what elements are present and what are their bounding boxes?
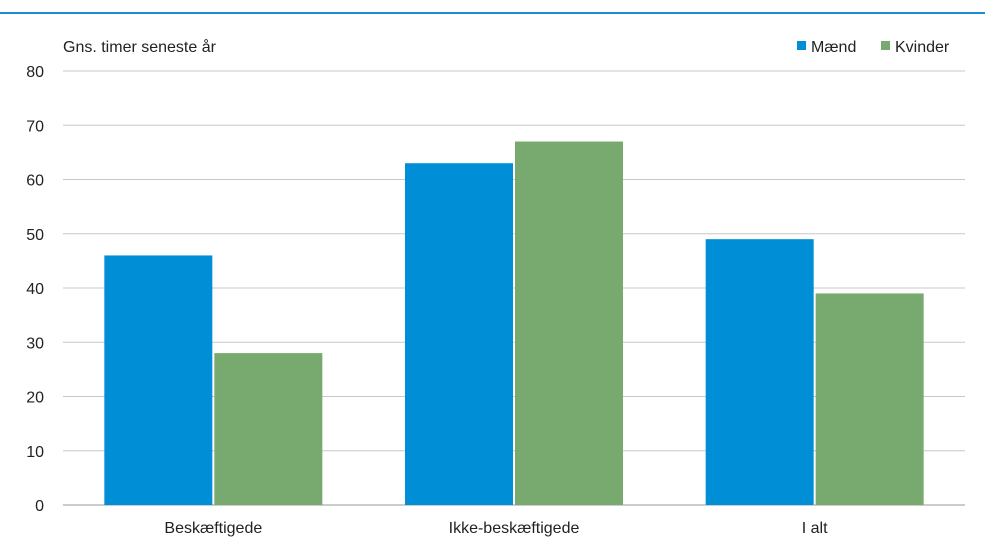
- y-axis-tick-labels: 0 10 20 30 40 50 60 70 80: [26, 64, 44, 515]
- bar-maend-2: [705, 239, 814, 506]
- y-tick-label: 30: [26, 335, 44, 352]
- y-tick-label: 40: [26, 281, 44, 298]
- y-tick-label: 50: [26, 227, 44, 244]
- legend-label-kvinder: Kvinder: [895, 39, 950, 56]
- bar-maend-0: [104, 255, 213, 505]
- x-tick-label: Beskæftigede: [164, 520, 262, 537]
- y-tick-label: 70: [26, 118, 44, 135]
- y-tick-label: 0: [35, 498, 44, 515]
- y-tick-label: 10: [26, 444, 44, 461]
- x-tick-label: Ikke-beskæftigede: [449, 520, 580, 537]
- gridlines: [63, 70, 965, 506]
- y-tick-label: 60: [26, 173, 44, 190]
- bar-kvinder-0: [214, 353, 323, 505]
- legend: Mænd Kvinder: [797, 39, 950, 56]
- bar-kvinder-1: [515, 141, 623, 505]
- x-axis-tick-labels: Beskæftigede Ikke-beskæftigede I alt: [164, 520, 828, 537]
- y-tick-label: 20: [26, 390, 44, 407]
- legend-label-maend: Mænd: [811, 39, 856, 56]
- bar-maend-1: [405, 163, 513, 505]
- legend-swatch-maend: [797, 41, 806, 50]
- y-axis-title: Gns. timer seneste år: [63, 38, 217, 56]
- x-tick-label: I alt: [802, 520, 828, 537]
- y-tick-label: 80: [26, 64, 44, 81]
- legend-swatch-kvinder: [881, 41, 890, 50]
- bars: [104, 141, 924, 506]
- bar-kvinder-2: [815, 293, 924, 505]
